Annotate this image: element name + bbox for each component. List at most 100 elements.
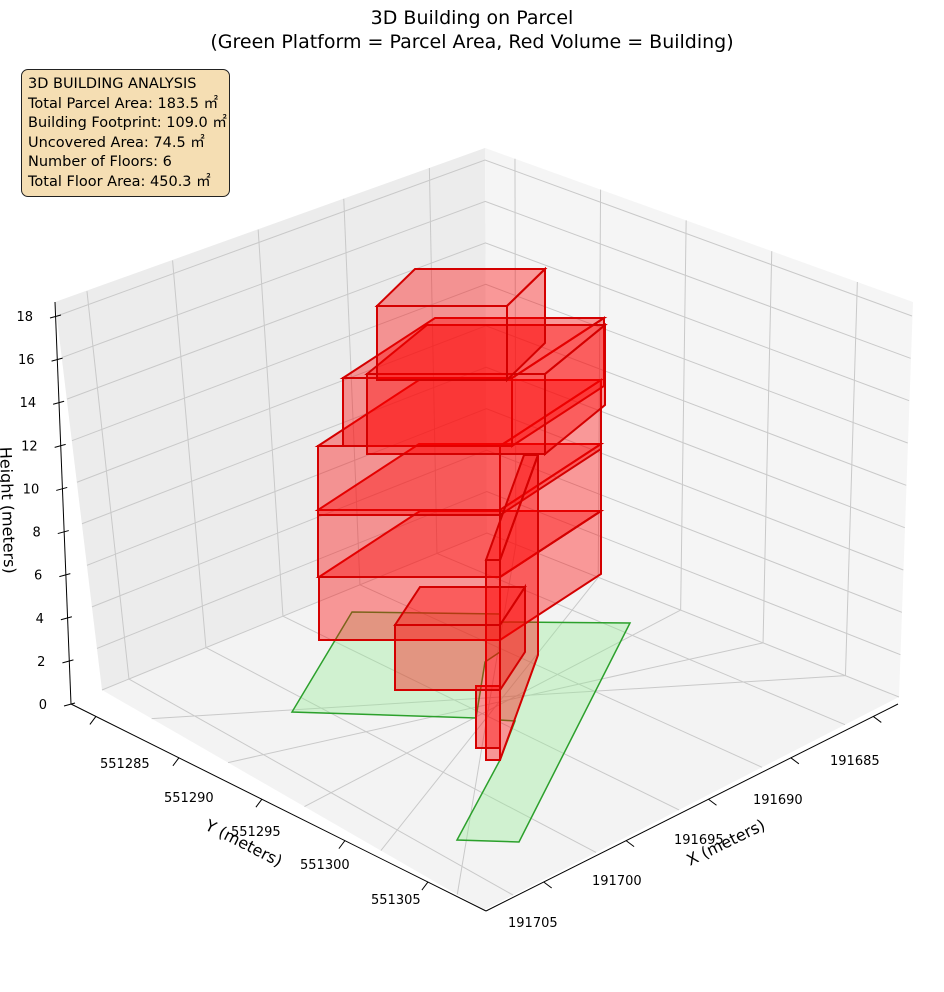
x-grid-line-wall [762, 251, 773, 643]
z-tick-mark [63, 702, 76, 707]
y-tick-mark [338, 840, 346, 849]
info-box-heading: 3D BUILDING ANALYSIS [28, 76, 197, 92]
building-floor-6-side [506, 266, 546, 383]
building-floor-2-side [499, 442, 602, 579]
building-volume [314, 266, 608, 761]
z-tick-mark [60, 616, 73, 621]
z-tick-label: 4 [36, 612, 44, 627]
z-grid-line [71, 283, 908, 444]
y-tick-mark [172, 757, 180, 767]
z-grid-line [101, 532, 900, 698]
z-axis-label: Height (meters) [0, 446, 19, 574]
x-tick-mark [708, 798, 717, 806]
info-box-line: Number of Floors: 6 [28, 154, 172, 171]
building-floor-5-side [544, 322, 606, 457]
z-tick-mark [59, 573, 71, 578]
z-tick-mark [57, 530, 69, 535]
y-tick-label: 551305 [371, 893, 421, 908]
z-tick-mark [54, 443, 66, 448]
z-tick-label: 10 [23, 482, 40, 497]
y-tick-labels: 551285 551290 551295 551300 551305 [100, 757, 421, 908]
z-tick-label: 0 [39, 698, 47, 713]
right-pane [485, 148, 913, 697]
z-grid-line [96, 491, 901, 656]
y-tick-mark [421, 881, 429, 891]
z-grid-line [86, 408, 904, 571]
chart-title: 3D Building on Parcel (Green Platform = … [0, 6, 944, 54]
y-tick-label: 551290 [164, 791, 214, 806]
z-tick-mark [62, 659, 74, 664]
analysis-info-box: 3D BUILDING ANALYSIS Total Parcel Area: … [21, 69, 230, 197]
y-axis-line [70, 703, 487, 912]
floor-grid-line [359, 584, 763, 768]
y-tick-label: 551295 [231, 825, 281, 840]
y-grid-line-wall [257, 229, 284, 617]
building-annex-front [394, 624, 501, 691]
z-grid-line [81, 366, 905, 529]
z-grid-line [91, 449, 903, 613]
x-tick-mark [872, 716, 882, 723]
y-grid-line-wall [86, 291, 130, 680]
z-tick-label: 8 [32, 526, 40, 541]
z-axis-line [54, 301, 72, 705]
z-tick-mark [52, 400, 65, 405]
z-grid-line [56, 159, 913, 317]
z-tick-label: 14 [20, 396, 37, 411]
axis-ticks [49, 314, 882, 891]
grid-lines [56, 158, 913, 896]
chart-subtitle: (Green Platform = Parcel Area, Red Volum… [210, 31, 734, 53]
x-tick-mark [543, 881, 552, 889]
x-tick-mark [625, 840, 635, 848]
axis-lines [54, 301, 899, 912]
building-floor-3-side [499, 378, 602, 517]
building-floor-5-front [366, 373, 546, 455]
y-grid-line-wall [428, 168, 438, 554]
y-tick-label: 551300 [300, 858, 350, 873]
floor-grid-line [227, 642, 764, 764]
building-floor-6-front [376, 305, 508, 381]
floor-grid-line [128, 678, 514, 896]
x-tick-label: 191705 [508, 916, 558, 931]
x-tick-label: 191690 [753, 793, 803, 808]
floor-grid-line [436, 552, 846, 726]
z-tick-mark [49, 314, 62, 319]
z-tick-mark [56, 486, 68, 491]
z-tick-label: 6 [34, 569, 42, 584]
z-grid-line [66, 242, 910, 402]
y-grid-line-wall [172, 260, 207, 648]
floor-grid-line [304, 609, 681, 808]
building-floor-3-front [317, 445, 501, 516]
building-floor-2-front [317, 509, 501, 578]
info-box-line: Building Footprint: 109.0 ㎡ [28, 115, 227, 132]
y-axis-label: Y (meters) [201, 815, 285, 870]
x-tick-label: 191685 [830, 754, 880, 769]
z-tick-label: 16 [18, 353, 35, 368]
info-box-line: Uncovered Area: 74.5 ㎡ [28, 134, 205, 151]
x-tick-labels: 191685 191690 191695 191700 191705 [508, 754, 880, 931]
z-tick-mark [51, 357, 63, 362]
z-grid-line [61, 200, 911, 359]
chart-title-main: 3D Building on Parcel [370, 7, 574, 29]
x-tick-label: 191695 [674, 833, 724, 848]
z-tick-label: 2 [37, 655, 45, 670]
x-tick-mark [790, 757, 800, 765]
left-pane [55, 148, 487, 690]
z-tick-labels: 0 2 4 6 8 10 12 14 16 18 [16, 310, 47, 713]
building-wing-lower-front [475, 685, 501, 749]
x-grid-line-wall [844, 281, 858, 676]
y-tick-label: 551285 [100, 757, 150, 772]
y-tick-mark [89, 716, 97, 725]
info-box-line: Total Floor Area: 450.3 ㎡ [28, 173, 211, 190]
y-tick-mark [255, 798, 263, 808]
y-grid-line-wall [343, 198, 361, 585]
z-tick-label: 12 [21, 439, 38, 454]
z-tick-label: 18 [16, 310, 33, 325]
floor-grid-line [151, 675, 846, 720]
x-grid-line-wall [680, 220, 687, 611]
building-annex-side [499, 583, 526, 694]
x-tick-label: 191700 [592, 874, 642, 889]
x-axis-line [485, 703, 899, 912]
floor-grid-line [282, 615, 680, 811]
info-box-line: Total Parcel Area: 183.5 ㎡ [28, 95, 219, 112]
